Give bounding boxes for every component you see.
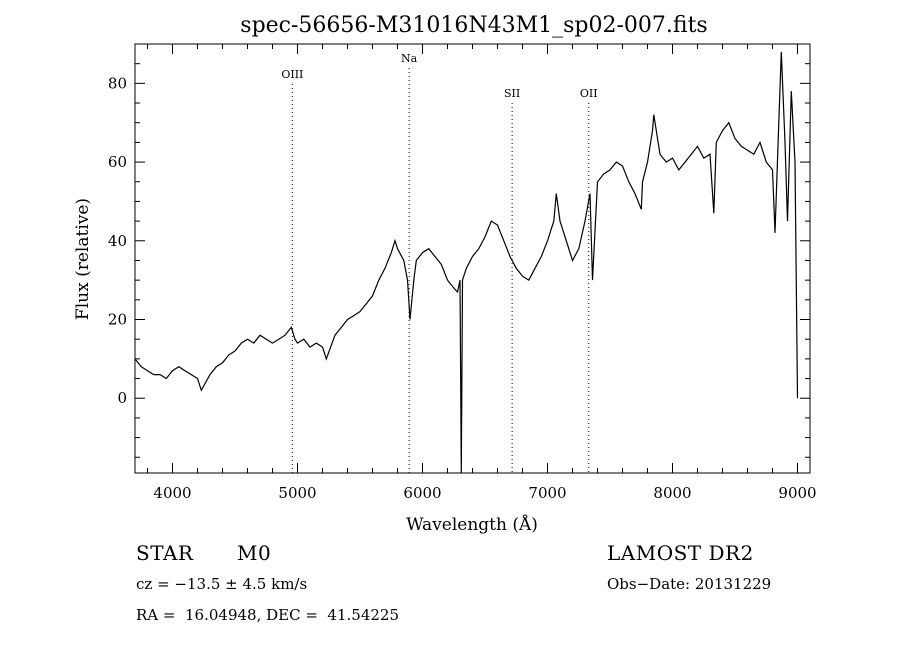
line-label-oiii: OIII: [281, 68, 303, 81]
velocity-text: cz = −13.5 ± 4.5 km/s: [136, 575, 308, 593]
y-tick-label: 60: [108, 153, 127, 171]
line-label-oii: OII: [580, 87, 598, 100]
line-label-sii: SII: [504, 87, 520, 100]
x-tick-label: 8000: [653, 484, 691, 502]
chart-title: spec-56656-M31016N43M1_sp02-007.fits: [240, 13, 707, 38]
object-type-label: STAR: [136, 541, 194, 565]
y-tick-label: 80: [108, 74, 127, 92]
y-tick-label: 40: [108, 232, 127, 250]
x-tick-label: 5000: [278, 484, 316, 502]
plot-frame: [134, 43, 811, 474]
spectrum-line: [135, 51, 799, 473]
line-label-na: Na: [401, 52, 418, 65]
obs-date-text: Obs−Date: 20131229: [607, 575, 772, 593]
emission-line-markers: OIII Na OII SII: [281, 52, 598, 473]
y-axis-label: Flux (relative): [73, 198, 93, 320]
x-tick-label: 9000: [778, 484, 816, 502]
y-tick-label: 0: [117, 389, 127, 407]
x-tick-label: 7000: [528, 484, 566, 502]
plot-axes: 4000 5000 6000 7000 8000 9000 0 20 40 60 80: [108, 43, 817, 502]
x-axis-label: Wavelength (Å): [406, 514, 538, 535]
subclass-label: M0: [237, 541, 272, 565]
x-tick-label: 4000: [153, 484, 191, 502]
spectrum-series: [135, 51, 799, 473]
survey-label: LAMOST DR2: [607, 541, 754, 565]
y-tick-label: 20: [108, 311, 127, 329]
coordinates-text: RA = 16.04948, DEC = 41.54225: [136, 606, 400, 624]
x-tick-label: 6000: [403, 484, 441, 502]
